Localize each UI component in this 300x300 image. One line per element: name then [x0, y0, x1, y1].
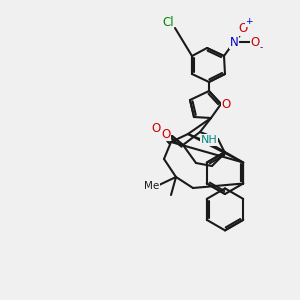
Text: O: O — [238, 22, 247, 35]
Text: Cl: Cl — [162, 16, 174, 29]
Text: N: N — [230, 35, 238, 49]
Text: NH: NH — [201, 135, 218, 145]
Text: O: O — [250, 35, 260, 49]
Text: O: O — [221, 98, 231, 110]
Text: +: + — [245, 17, 253, 26]
Text: O: O — [152, 122, 160, 134]
Text: O: O — [161, 128, 171, 140]
Text: Me: Me — [144, 181, 160, 191]
Text: -: - — [260, 44, 262, 52]
